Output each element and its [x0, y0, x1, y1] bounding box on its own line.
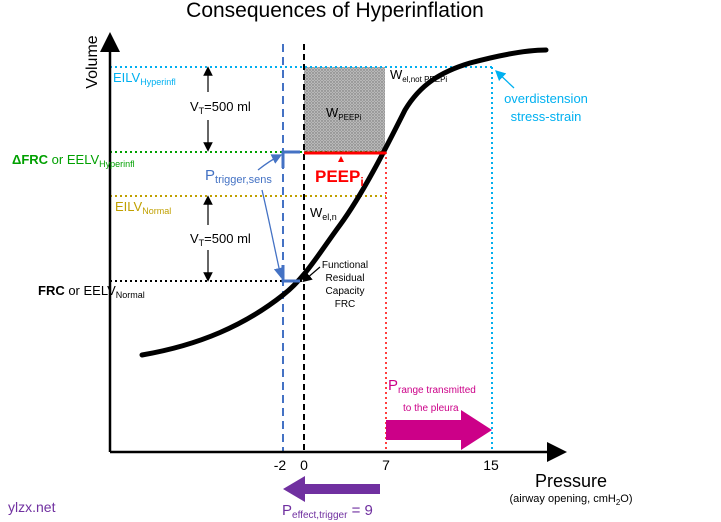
frc-note-line-4: FRC [335, 299, 356, 310]
w-peepi-label: WPEEPi [326, 105, 362, 122]
x-tick-0: 0 [300, 457, 308, 473]
diagram-title: Consequences of Hyperinflation [186, 0, 484, 22]
frc-note-line-1: Functional [322, 260, 368, 271]
vt-hyper-label: VT=500 ml [190, 99, 251, 116]
x-tick-15: 15 [483, 457, 499, 473]
effect-trigger-arrow [283, 476, 380, 502]
trigger-arrow-upper [257, 154, 283, 171]
p-range-label-line-2: to the pleura [403, 403, 459, 414]
peepi-marker-icon [338, 156, 344, 162]
trigger-arrow-lower [261, 189, 285, 279]
eelv-hyper-label: ΔFRC or EELVHyperinfl [12, 152, 135, 169]
overdistension-line-2: stress-strain [511, 109, 582, 124]
overdistension-line-1: overdistension [504, 91, 588, 106]
y-axis-label: Volume [84, 35, 101, 88]
x-axis-label: Pressure [535, 471, 607, 491]
w-peepi-area [304, 67, 385, 153]
pressure-volume-curve [139, 47, 549, 358]
p-range-label: Prange transmitted [388, 377, 476, 396]
pressure-range-arrow [386, 410, 492, 450]
vt-normal-label: VT=500 ml [190, 231, 251, 248]
x-tick-minus-2: -2 [274, 457, 287, 473]
overdistension-arrow [495, 70, 515, 89]
x-tick-7: 7 [382, 457, 390, 473]
x-axis-sublabel: (airway opening, cmH2O) [509, 493, 632, 507]
frc-note-arrow [302, 266, 321, 283]
eilv-hyper-label: EILVHyperinfl [113, 70, 176, 87]
trigger-bracket-upper [281, 150, 300, 168]
eilv-normal-label: EILVNormal [115, 199, 171, 216]
p-effect-label: Peffect,trigger = 9 [282, 502, 373, 521]
p-trigger-label: Ptrigger,sens [205, 167, 272, 186]
w-el-not-peepi-label: Wel,not PEEPi [390, 67, 447, 84]
frc-note-line-2: Residual [326, 273, 365, 284]
frc-note-line-3: Capacity [326, 286, 365, 297]
watermark: ylzx.net [8, 499, 56, 515]
peepi-label: PEEPi [315, 167, 364, 189]
eelv-normal-label: FRC or EELVNormal [38, 283, 145, 300]
w-el-n-label: Wel,n [310, 205, 337, 222]
